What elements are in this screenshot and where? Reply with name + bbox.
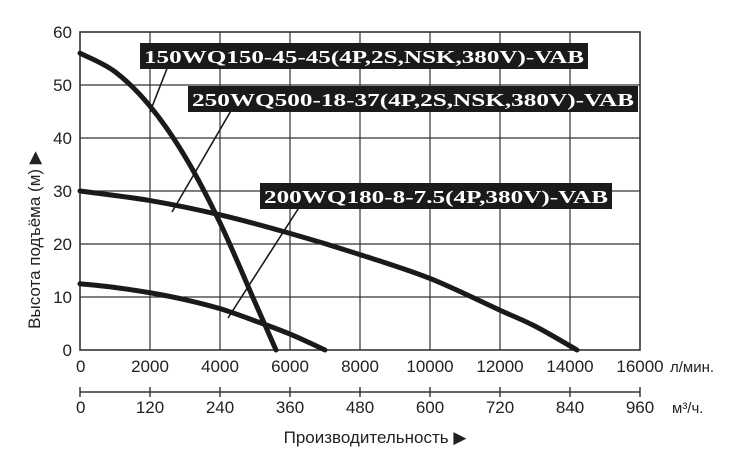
x-tick-label-m3h: 840 bbox=[556, 398, 584, 417]
leader-line bbox=[171, 108, 233, 213]
series-label: 200WQ180-8-7.5(4P,380V)-VAB bbox=[264, 187, 608, 208]
y-tick-label: 0 bbox=[63, 341, 72, 360]
leader-line bbox=[227, 205, 301, 319]
curve-series-1 bbox=[77, 50, 279, 353]
y-tick-label: 40 bbox=[53, 129, 72, 148]
x-tick-label: 16000 bbox=[616, 357, 663, 376]
x-tick-label-m3h: 600 bbox=[416, 398, 444, 417]
series-labels: 150WQ150-45-45(4P,2S,NSK,380V)-VAB 250WQ5… bbox=[140, 43, 638, 209]
x-tick-label-m3h: 960 bbox=[626, 398, 654, 417]
x-tick-label-m3h: 360 bbox=[276, 398, 304, 417]
series-label: 150WQ150-45-45(4P,2S,NSK,380V)-VAB bbox=[144, 47, 584, 68]
x-tick-label: 10000 bbox=[406, 357, 453, 376]
x-tick-label: 2000 bbox=[131, 357, 169, 376]
x-tick-label: 0 bbox=[76, 357, 85, 376]
x-tick-label: 12000 bbox=[476, 357, 523, 376]
curve-series-3 bbox=[77, 281, 328, 353]
x-axis-ticks-m3h: 0 120 240 360 480 600 720 840 960 bbox=[76, 387, 654, 417]
x-tick-label-m3h: 240 bbox=[206, 398, 234, 417]
y-tick-label: 50 bbox=[53, 76, 72, 95]
curve-series-2 bbox=[77, 188, 580, 353]
y-tick-label: 60 bbox=[53, 23, 72, 42]
y-tick-label: 20 bbox=[53, 235, 72, 254]
x-tick-label: 8000 bbox=[341, 357, 379, 376]
x-unit-lmin: л/мин. bbox=[670, 359, 714, 376]
series-label-box bbox=[140, 43, 588, 69]
x-tick-label: 14000 bbox=[546, 357, 593, 376]
y-tick-label: 30 bbox=[53, 182, 72, 201]
x-axis-ticks-lmin: 0 2000 4000 6000 8000 10000 12000 14000 16000 bbox=[76, 357, 664, 376]
y-tick-label: 10 bbox=[53, 288, 72, 307]
leader-line bbox=[149, 65, 169, 113]
x-tick-label: 6000 bbox=[271, 357, 309, 376]
x-tick-label-m3h: 480 bbox=[346, 398, 374, 417]
series-label-box bbox=[188, 86, 638, 112]
x-tick-label-m3h: 0 bbox=[76, 398, 85, 417]
label-leaders bbox=[149, 65, 301, 319]
series-label-box bbox=[260, 183, 612, 209]
x-tick-label-m3h: 120 bbox=[136, 398, 164, 417]
y-axis-label: Высота подъёма (м) ▶ bbox=[25, 150, 44, 329]
x-tick-label-m3h: 720 bbox=[486, 398, 514, 417]
x-unit-m3h: м³/ч. bbox=[672, 400, 703, 417]
series-label: 250WQ500-18-37(4P,2S,NSK,380V)-VAB bbox=[192, 90, 634, 111]
performance-curves bbox=[77, 50, 580, 353]
x-tick-label: 4000 bbox=[201, 357, 239, 376]
y-axis-ticks: 0 10 20 30 40 50 60 bbox=[53, 23, 72, 360]
x-axis-label: Производительность ▶ bbox=[284, 428, 468, 447]
